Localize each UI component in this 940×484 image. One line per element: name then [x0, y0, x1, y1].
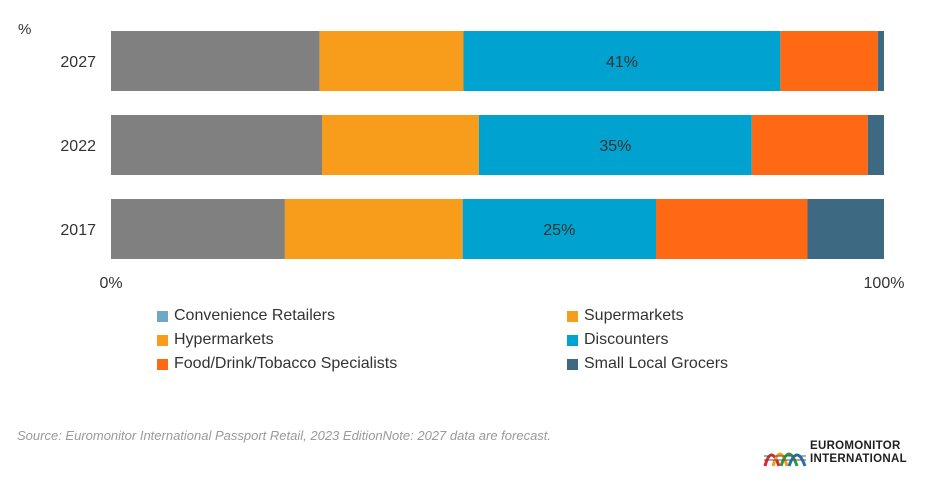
y-tick-label-2022: 2022: [60, 138, 96, 155]
logo-arches-icon: [763, 452, 807, 467]
legend-swatch: [567, 334, 578, 346]
bar-2017-small-local-grocers: [807, 199, 884, 259]
legend-item-supermarkets: Supermarkets: [567, 306, 777, 326]
bar-2017-convenience-retailers: [111, 199, 285, 259]
legend-swatch: [567, 358, 578, 370]
bar-2027-convenience-retailers: [111, 31, 320, 91]
legend-item-hypermarkets: Hypermarkets: [157, 330, 567, 350]
chart-legend: Convenience Retailers Supermarkets Hyper…: [157, 306, 777, 374]
source-note: Source: Euromonitor International Passpo…: [17, 428, 552, 443]
bar-2027-supermarkets: [319, 31, 464, 91]
logo-line-1: EUROMONITOR: [810, 440, 901, 452]
legend-swatch: [567, 310, 578, 322]
x-tick-label-100: 100%: [864, 275, 905, 292]
legend-label: Hypermarkets: [174, 331, 274, 348]
bar-2022-small-local-grocers: [867, 115, 884, 175]
legend-item-food-drink-tobacco-specialists: Food/Drink/Tobacco Specialists: [157, 354, 567, 374]
legend-swatch: [157, 334, 168, 346]
bar-2027-food-drink-tobacco-specialists: [780, 31, 878, 91]
y-tick-label-2027: 2027: [60, 54, 96, 71]
bar-2027-discounters: [463, 31, 781, 91]
euromonitor-logo: EUROMONITOR INTERNATIONAL: [763, 440, 935, 470]
legend-label: Supermarkets: [584, 307, 684, 324]
legend-swatch: [157, 358, 168, 370]
bar-2017-food-drink-tobacco-specialists: [656, 199, 808, 259]
legend-item-convenience-retailers: Convenience Retailers: [157, 306, 567, 326]
legend-swatch: [157, 310, 168, 322]
bar-2022-supermarkets: [322, 115, 479, 175]
data-label-2017: 25%: [543, 222, 575, 239]
data-label-2027: 41%: [606, 54, 638, 71]
legend-label: Discounters: [584, 331, 669, 348]
stacked-bar-chart: % 41% 2027 35% 2022 25% 2017 0% 100%: [18, 21, 905, 292]
bar-2027-small-local-grocers: [877, 31, 884, 91]
y-tick-label-2017: 2017: [60, 222, 96, 239]
logo-text: EUROMONITOR INTERNATIONAL: [810, 440, 907, 466]
bar-2022-discounters: [478, 115, 752, 175]
legend-label: Small Local Grocers: [584, 355, 729, 372]
legend-item-small-local-grocers: Small Local Grocers: [567, 354, 777, 374]
legend-label: Convenience Retailers: [174, 307, 335, 324]
legend-label: Food/Drink/Tobacco Specialists: [174, 355, 398, 372]
bar-2017-supermarkets: [284, 199, 463, 259]
logo-line-2: INTERNATIONAL: [810, 453, 907, 465]
x-tick-label-0: 0%: [99, 275, 122, 292]
data-label-2022: 35%: [599, 138, 631, 155]
bar-2022-convenience-retailers: [111, 115, 322, 175]
bar-2017-discounters: [462, 199, 656, 259]
y-unit-label: %: [18, 21, 31, 38]
bar-2022-food-drink-tobacco-specialists: [751, 115, 868, 175]
legend-item-discounters: Discounters: [567, 330, 777, 350]
